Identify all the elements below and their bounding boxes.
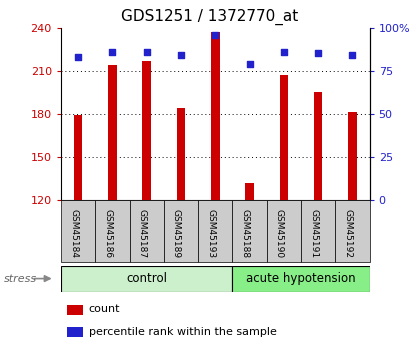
- Text: GSM45190: GSM45190: [275, 209, 284, 258]
- Text: GDS1251 / 1372770_at: GDS1251 / 1372770_at: [121, 9, 299, 25]
- Bar: [314, 92, 323, 200]
- Text: GSM45186: GSM45186: [103, 209, 113, 258]
- Text: count: count: [89, 304, 120, 314]
- Bar: [335, 200, 370, 262]
- Point: [315, 51, 322, 56]
- Text: GSM45187: GSM45187: [138, 209, 147, 258]
- Bar: [67, 305, 82, 315]
- Text: GSM45191: GSM45191: [309, 209, 318, 258]
- Point: [109, 49, 116, 55]
- Bar: [267, 200, 301, 262]
- Point: [281, 49, 287, 55]
- Text: GSM45184: GSM45184: [69, 209, 78, 258]
- Text: stress: stress: [4, 274, 37, 284]
- Point: [246, 61, 253, 67]
- Bar: [61, 266, 232, 292]
- Bar: [198, 200, 232, 262]
- Point: [75, 54, 81, 60]
- Bar: [95, 200, 129, 262]
- Bar: [211, 32, 220, 200]
- Point: [178, 52, 184, 58]
- Bar: [280, 75, 288, 200]
- Bar: [177, 108, 185, 200]
- Bar: [142, 61, 151, 200]
- Point: [212, 32, 219, 37]
- Text: control: control: [126, 272, 167, 285]
- Text: GSM45188: GSM45188: [241, 209, 249, 258]
- Text: GSM45192: GSM45192: [344, 209, 352, 258]
- Bar: [67, 327, 82, 337]
- Bar: [164, 200, 198, 262]
- Bar: [232, 200, 267, 262]
- Bar: [245, 183, 254, 200]
- Bar: [232, 266, 370, 292]
- Bar: [108, 65, 117, 200]
- Text: GSM45193: GSM45193: [206, 209, 215, 258]
- Text: GSM45189: GSM45189: [172, 209, 181, 258]
- Bar: [61, 200, 95, 262]
- Bar: [129, 200, 164, 262]
- Bar: [301, 200, 335, 262]
- Bar: [348, 112, 357, 200]
- Point: [143, 49, 150, 55]
- Bar: [74, 115, 82, 200]
- Text: acute hypotension: acute hypotension: [246, 272, 356, 285]
- Point: [349, 52, 356, 58]
- Text: percentile rank within the sample: percentile rank within the sample: [89, 327, 276, 337]
